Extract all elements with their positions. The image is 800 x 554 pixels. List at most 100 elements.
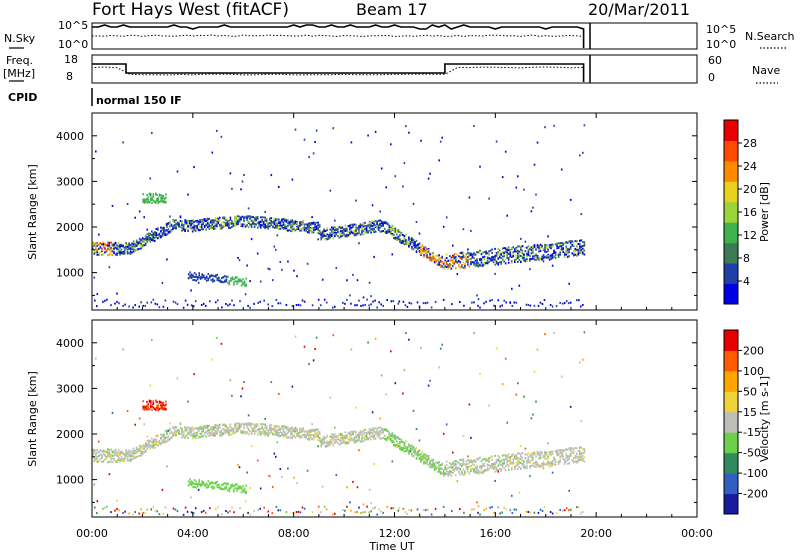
power-cell (265, 220, 268, 222)
power-cell (341, 234, 344, 237)
velocity-cell (468, 472, 471, 475)
power-cell (273, 217, 276, 220)
power-cell (449, 263, 451, 265)
power-cell (252, 220, 254, 223)
power-cell (368, 221, 371, 224)
velocity-cell (553, 331, 555, 334)
power-cell (149, 233, 152, 236)
velocity-cell (350, 430, 353, 433)
velocity-cell (391, 434, 394, 437)
power-cell (104, 251, 106, 254)
power-cell (152, 199, 155, 202)
power-cell (442, 225, 445, 228)
velocity-cell (371, 427, 374, 430)
power-cell (206, 217, 209, 220)
power-cell (559, 301, 561, 304)
velocity-cell (179, 427, 182, 429)
power-cell (331, 230, 333, 233)
velocity-cell (467, 470, 469, 473)
velocity-cell (311, 430, 313, 433)
velocity-cell (277, 509, 280, 512)
velocity-cell (377, 436, 380, 439)
power-cell (515, 248, 518, 251)
power-cell (530, 210, 533, 213)
velocity-cell (241, 387, 244, 390)
power-cell (406, 241, 409, 244)
velocity-cell (497, 458, 499, 461)
power-cell (250, 219, 253, 222)
power-cell (465, 253, 468, 256)
power-cell (134, 245, 136, 248)
velocity-cell (305, 435, 307, 438)
power-cell (114, 302, 116, 305)
velocity-cell (194, 432, 197, 435)
velocity-cell (108, 455, 111, 458)
velocity-cell (111, 457, 114, 460)
power-cell (174, 301, 177, 304)
velocity-cell (349, 440, 351, 442)
power-cell (582, 304, 584, 306)
velocity-cell (559, 458, 561, 461)
power-cell (229, 223, 232, 226)
power-cell (329, 236, 332, 239)
power-cell (187, 219, 189, 222)
power-cell (181, 226, 183, 229)
velocity-cell (93, 457, 96, 460)
velocity-cell (276, 431, 279, 434)
velocity-cell (383, 434, 386, 437)
power-cell (504, 262, 507, 265)
velocity-cell (406, 446, 409, 449)
power-cell (390, 227, 392, 230)
velocity-cell (126, 410, 129, 412)
velocity-cell (303, 433, 306, 436)
power-cell (358, 225, 360, 228)
power-cell (329, 233, 332, 236)
power-cell (432, 257, 434, 260)
velocity-cell (238, 466, 241, 469)
power-cell (231, 220, 233, 223)
power-cell (358, 229, 360, 232)
power-cell (501, 257, 504, 259)
power-cell (523, 256, 525, 259)
velocity-cell (445, 467, 448, 470)
velocity-cell (173, 431, 176, 434)
power-cell (308, 156, 310, 159)
velocity-cell (524, 457, 527, 459)
velocity-cell (240, 491, 243, 494)
velocity-cell (323, 441, 325, 444)
velocity-cell (198, 479, 200, 482)
power-cell (224, 275, 226, 278)
velocity-cell (529, 511, 532, 514)
power-cell (134, 243, 136, 246)
velocity-cell (128, 449, 130, 452)
power-cell (380, 225, 383, 228)
power-cell (435, 260, 437, 262)
velocity-cell (175, 430, 177, 433)
velocity-cell (456, 480, 459, 483)
power-cell (471, 261, 474, 264)
power-cell (358, 232, 360, 234)
power-cell (306, 225, 309, 228)
power-cell (506, 251, 508, 254)
velocity-cell (482, 470, 484, 473)
power-cell (362, 304, 364, 307)
velocity-cell (378, 508, 380, 511)
velocity-cell (216, 432, 218, 434)
velocity-cell (495, 469, 498, 472)
colorbar-tick-label: 4 (743, 275, 750, 288)
velocity-cell (464, 470, 466, 473)
velocity-cell (433, 469, 436, 472)
velocity-cell (418, 449, 421, 452)
velocity-cell (335, 435, 338, 437)
power-cell (201, 274, 203, 277)
velocity-cell (476, 468, 478, 471)
y-tick-label: 4000 (56, 130, 84, 143)
velocity-cell (225, 485, 228, 488)
velocity-cell (455, 464, 457, 467)
power-cell (237, 280, 240, 283)
velocity-cell (311, 423, 313, 426)
velocity-cell (204, 485, 206, 488)
velocity-cell (164, 436, 167, 439)
velocity-cell (299, 429, 301, 432)
velocity-cell (303, 430, 306, 433)
